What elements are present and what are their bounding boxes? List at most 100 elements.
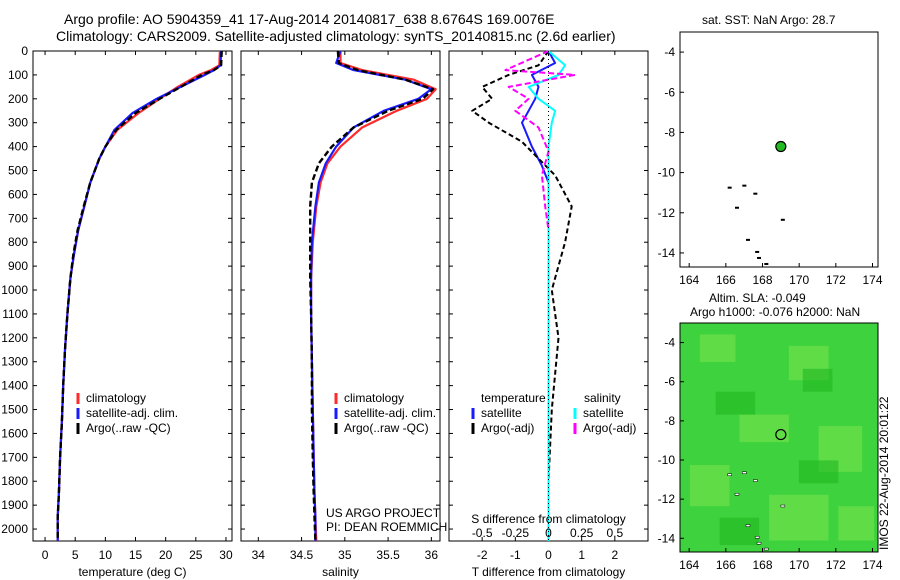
temperature-series-line bbox=[56, 50, 223, 541]
temperature-legend-label: climatology bbox=[86, 391, 146, 405]
sla-anomaly-patch bbox=[769, 494, 829, 541]
salinity-x-tick-label: 35 bbox=[338, 548, 352, 562]
sla-anomaly-patch bbox=[699, 334, 736, 362]
island-outline bbox=[727, 186, 732, 189]
island-outline bbox=[727, 473, 732, 476]
map-lon-tick-label: 170 bbox=[789, 273, 809, 287]
figure-header: Argo profile: AO 5904359_41 17-Aug-2014 … bbox=[0, 0, 660, 50]
depth-tick-label: 1000 bbox=[1, 283, 28, 297]
map-lon-tick-label: 174 bbox=[862, 558, 882, 572]
map-lon-tick-label: 172 bbox=[826, 273, 846, 287]
map-lon-tick-label: 170 bbox=[789, 558, 809, 572]
temperature-x-tick-label: 20 bbox=[159, 548, 173, 562]
island-outline bbox=[742, 184, 747, 187]
climatology-subtitle: Climatology: CARS2009. Satellite-adjuste… bbox=[56, 28, 616, 44]
temperature-x-tick-label: 10 bbox=[99, 548, 113, 562]
salinity-legend-label: Argo(..raw -QC) bbox=[344, 421, 429, 435]
temperature-legend-title: temperature bbox=[481, 391, 546, 405]
salinity-panel-frame bbox=[240, 50, 441, 542]
sla-map-title: Altim. SLA: -0.049 bbox=[709, 291, 806, 305]
depth-tick-label: 1100 bbox=[2, 307, 28, 321]
depth-tick-label: 100 bbox=[8, 68, 28, 82]
depth-tick-label: 1800 bbox=[1, 474, 28, 488]
difference-series-line bbox=[504, 50, 576, 231]
island-outline bbox=[742, 471, 747, 475]
island-outline bbox=[754, 536, 760, 539]
map-lat-tick-label: -10 bbox=[658, 166, 676, 180]
profile-title: Argo profile: AO 5904359_41 17-Aug-2014 … bbox=[64, 11, 555, 27]
salinity-x-tick-label: 34 bbox=[252, 548, 266, 562]
depth-tick-label: 200 bbox=[8, 92, 28, 106]
salinity-legend-label: satellite-adj. clim. bbox=[344, 406, 436, 420]
difference-legend-label: satellite bbox=[481, 406, 522, 420]
map-lon-tick-label: 174 bbox=[862, 273, 882, 287]
difference-legend-label: Argo(-adj) bbox=[583, 421, 636, 435]
salinity-x-axis-label: salinity bbox=[322, 565, 359, 579]
sla-anomaly-patch bbox=[739, 414, 789, 443]
us-argo-project-label: US ARGO PROJECT bbox=[326, 506, 441, 520]
island-outline bbox=[780, 504, 786, 508]
argo-float-marker bbox=[775, 428, 787, 441]
difference-x-tick-label: -1 bbox=[510, 548, 521, 562]
map-lat-tick-label: -6 bbox=[664, 375, 675, 389]
difference-x-axis-label: T difference from climatology bbox=[472, 565, 626, 579]
depth-tick-label: 1200 bbox=[1, 331, 28, 345]
salinity-legend-title: salinity bbox=[584, 391, 621, 405]
salinity-x-tick-label: 36 bbox=[425, 548, 439, 562]
depth-tick-label: 1600 bbox=[1, 426, 28, 440]
island-outline bbox=[756, 541, 762, 545]
island-outline bbox=[755, 250, 760, 253]
salinity-legend-label: climatology bbox=[344, 391, 404, 405]
salinity-diff-tick-label: -0.5 bbox=[472, 526, 493, 540]
temperature-x-axis-label: temperature (deg C) bbox=[78, 565, 186, 579]
island-outline bbox=[780, 218, 785, 221]
depth-tick-label: 1400 bbox=[1, 379, 28, 393]
salinity-x-tick-label: 34.5 bbox=[290, 548, 314, 562]
salinity-diff-axis-label: S difference from climatology bbox=[471, 512, 626, 526]
depth-tick-label: 300 bbox=[8, 116, 28, 130]
depth-tick-label: 900 bbox=[8, 259, 28, 273]
island-outline bbox=[764, 547, 769, 551]
argo-float-marker bbox=[775, 140, 787, 153]
salinity-series-line bbox=[309, 50, 435, 542]
island-outline bbox=[757, 256, 761, 259]
sla-anomaly-patch bbox=[802, 368, 833, 392]
map-lat-tick-label: -14 bbox=[658, 246, 676, 260]
map-lon-tick-label: 164 bbox=[679, 273, 699, 287]
map-lat-tick-label: -8 bbox=[664, 414, 675, 428]
temperature-x-tick-label: 0 bbox=[42, 548, 49, 562]
depth-tick-label: 500 bbox=[8, 164, 28, 178]
difference-x-tick-label: 2 bbox=[611, 548, 618, 562]
depth-tick-label: 1300 bbox=[1, 355, 28, 369]
map-lat-tick-label: -12 bbox=[658, 492, 676, 506]
timestamp-stamp: IMOS 22-Aug-2014 20:01:22 bbox=[877, 396, 891, 550]
island-outline bbox=[734, 493, 740, 496]
island-outline bbox=[764, 262, 769, 265]
sla-anomaly-patch bbox=[719, 517, 760, 546]
salinity-diff-tick-label: 0.5 bbox=[606, 526, 623, 540]
sst-map-title: sat. SST: NaN Argo: 28.7 bbox=[702, 13, 836, 27]
map-lon-tick-label: 166 bbox=[716, 273, 736, 287]
difference-x-tick-label: 0 bbox=[545, 548, 552, 562]
temperature-x-tick-label: 15 bbox=[129, 548, 143, 562]
difference-x-tick-label: -2 bbox=[477, 548, 488, 562]
depth-tick-label: 1700 bbox=[1, 450, 28, 464]
depth-tick-label: 2000 bbox=[1, 522, 28, 536]
pi-name-label: PI: DEAN ROEMMICH bbox=[326, 520, 447, 534]
difference-series-line bbox=[527, 50, 567, 541]
depth-tick-label: 800 bbox=[8, 235, 28, 249]
difference-legend-label: satellite bbox=[583, 406, 624, 420]
sla-anomaly-patch bbox=[838, 506, 875, 541]
map-lon-tick-label: 164 bbox=[679, 558, 699, 572]
sla-anomaly-patch bbox=[689, 464, 730, 507]
sla-anomaly-patch bbox=[715, 391, 756, 415]
depth-tick-label: 1500 bbox=[1, 403, 28, 417]
difference-series-line bbox=[471, 50, 573, 541]
difference-legend-label: Argo(-adj) bbox=[481, 421, 534, 435]
map-lat-tick-label: -12 bbox=[658, 206, 676, 220]
sla-anomaly-patch bbox=[798, 460, 839, 484]
temperature-legend-label: Argo(..raw -QC) bbox=[86, 421, 171, 435]
depth-tick-label: 1900 bbox=[1, 498, 28, 512]
depth-tick-label: 0 bbox=[21, 44, 28, 58]
